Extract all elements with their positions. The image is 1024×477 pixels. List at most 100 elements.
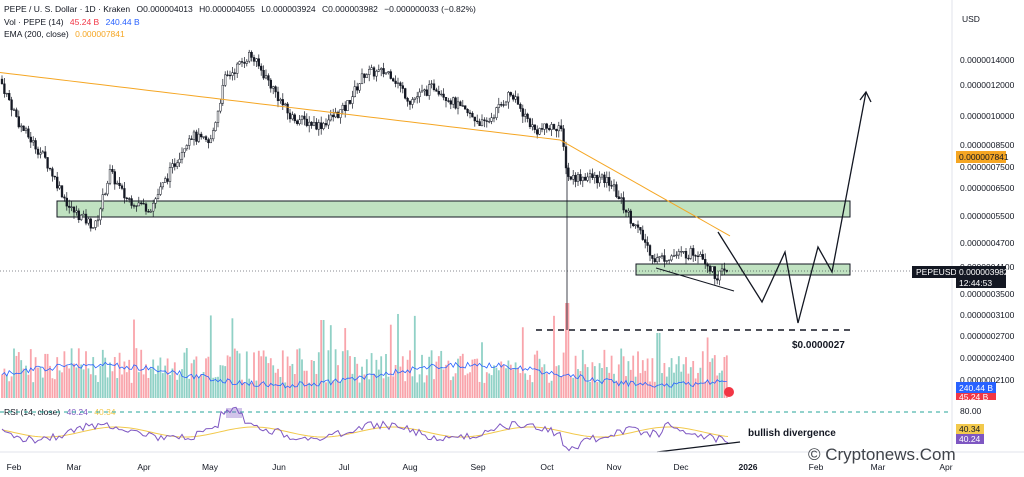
candle-body [615,184,618,197]
candle-body [286,103,289,114]
candle-body [476,120,479,122]
volume-bar [135,348,138,398]
candle-body [233,72,236,74]
candle-body [168,167,172,182]
candle-body [166,178,169,182]
candle-body [711,266,714,272]
candle-body [699,254,702,257]
volume-bar [325,382,327,398]
candle-body [687,257,690,260]
volume-bar [591,362,594,398]
volume-bar [639,373,642,398]
volume-bar [704,381,707,398]
volume-bar [214,377,217,398]
volume-bar [512,369,515,398]
candle-body [656,257,659,263]
candle-body [624,209,628,213]
volume-bar [361,366,363,398]
volume-bar [608,372,611,398]
volume-bar [365,359,368,398]
volume-bar [157,365,159,398]
candle-body [255,58,258,62]
candle-body [610,185,613,187]
volume-bar [101,349,104,398]
volume-bar [411,376,414,398]
price-tick-label: 0.0000008500 [960,140,1015,150]
volume-bar [15,355,18,398]
candle-body [572,175,575,180]
volume-bar [685,357,687,398]
price-tick-label: 0.0000003100 [960,310,1015,320]
volume-bar [161,373,164,398]
candle-body [202,136,205,138]
candle-body [471,112,474,118]
volume-bar [392,376,395,398]
volume-bar [632,355,635,398]
candle-body [423,89,426,92]
candle-body [519,103,522,109]
volume-bar [219,365,222,398]
volume-bar [229,356,231,398]
volume-bar [670,358,673,398]
candle-body [502,104,505,106]
candle-body [185,145,188,150]
candle-body [567,167,570,177]
time-tick-label: Aug [402,462,417,472]
candle-body [334,111,337,118]
volume-bar [61,372,63,398]
candle-body [648,245,652,256]
candle-body [682,251,685,253]
candle-body [552,124,556,130]
candle-body [406,98,409,102]
volume-bar [82,369,85,398]
time-tick-label: Jun [272,462,286,472]
time-tick-label: Apr [137,462,150,472]
candle-body [363,73,366,78]
candle-body [449,100,452,105]
candle-body [416,96,419,99]
volume-bar [99,365,102,398]
volume-bar [613,373,615,398]
volume-bar [65,365,68,398]
volume-bar [284,382,287,398]
candle-body [22,125,25,131]
candle-body [257,58,260,67]
candle-body [704,259,707,265]
candle-body [252,57,256,62]
volume-bar [622,356,625,398]
volume-bar [430,350,433,398]
volume-bar [224,366,227,398]
candle-body [452,97,455,105]
volume-bar [423,382,426,398]
candle-body [401,85,404,89]
volume-bar [97,381,99,398]
volume-bar [625,376,627,398]
volume-bar [711,358,714,398]
price-tick-label: 0.0000014000 [960,55,1015,65]
candle-body [360,73,364,84]
candle-body [677,251,680,256]
volume-bar [92,357,95,398]
candle-body [543,123,546,130]
volume-bar [627,361,630,398]
candle-body [531,124,534,128]
candle-body [123,188,126,199]
volume-bar [649,381,651,398]
ohlc-legend: PEPE / U. S. Dollar · 1D · Kraken O0.000… [4,4,480,14]
candle-body [212,130,215,140]
volume-bar [536,350,539,398]
volume-bar [533,354,536,398]
candle-body [72,206,76,213]
candle-body [706,264,709,267]
volume-bar [413,315,416,398]
candle-body [504,101,508,106]
candle-body [195,131,198,142]
volume-bar [541,367,543,398]
volume-bar [658,333,661,398]
candle-body [56,176,59,189]
candle-body [106,182,109,195]
rsi-divergence-line [656,441,741,453]
volume-bar [469,372,471,398]
candle-body [603,174,606,184]
